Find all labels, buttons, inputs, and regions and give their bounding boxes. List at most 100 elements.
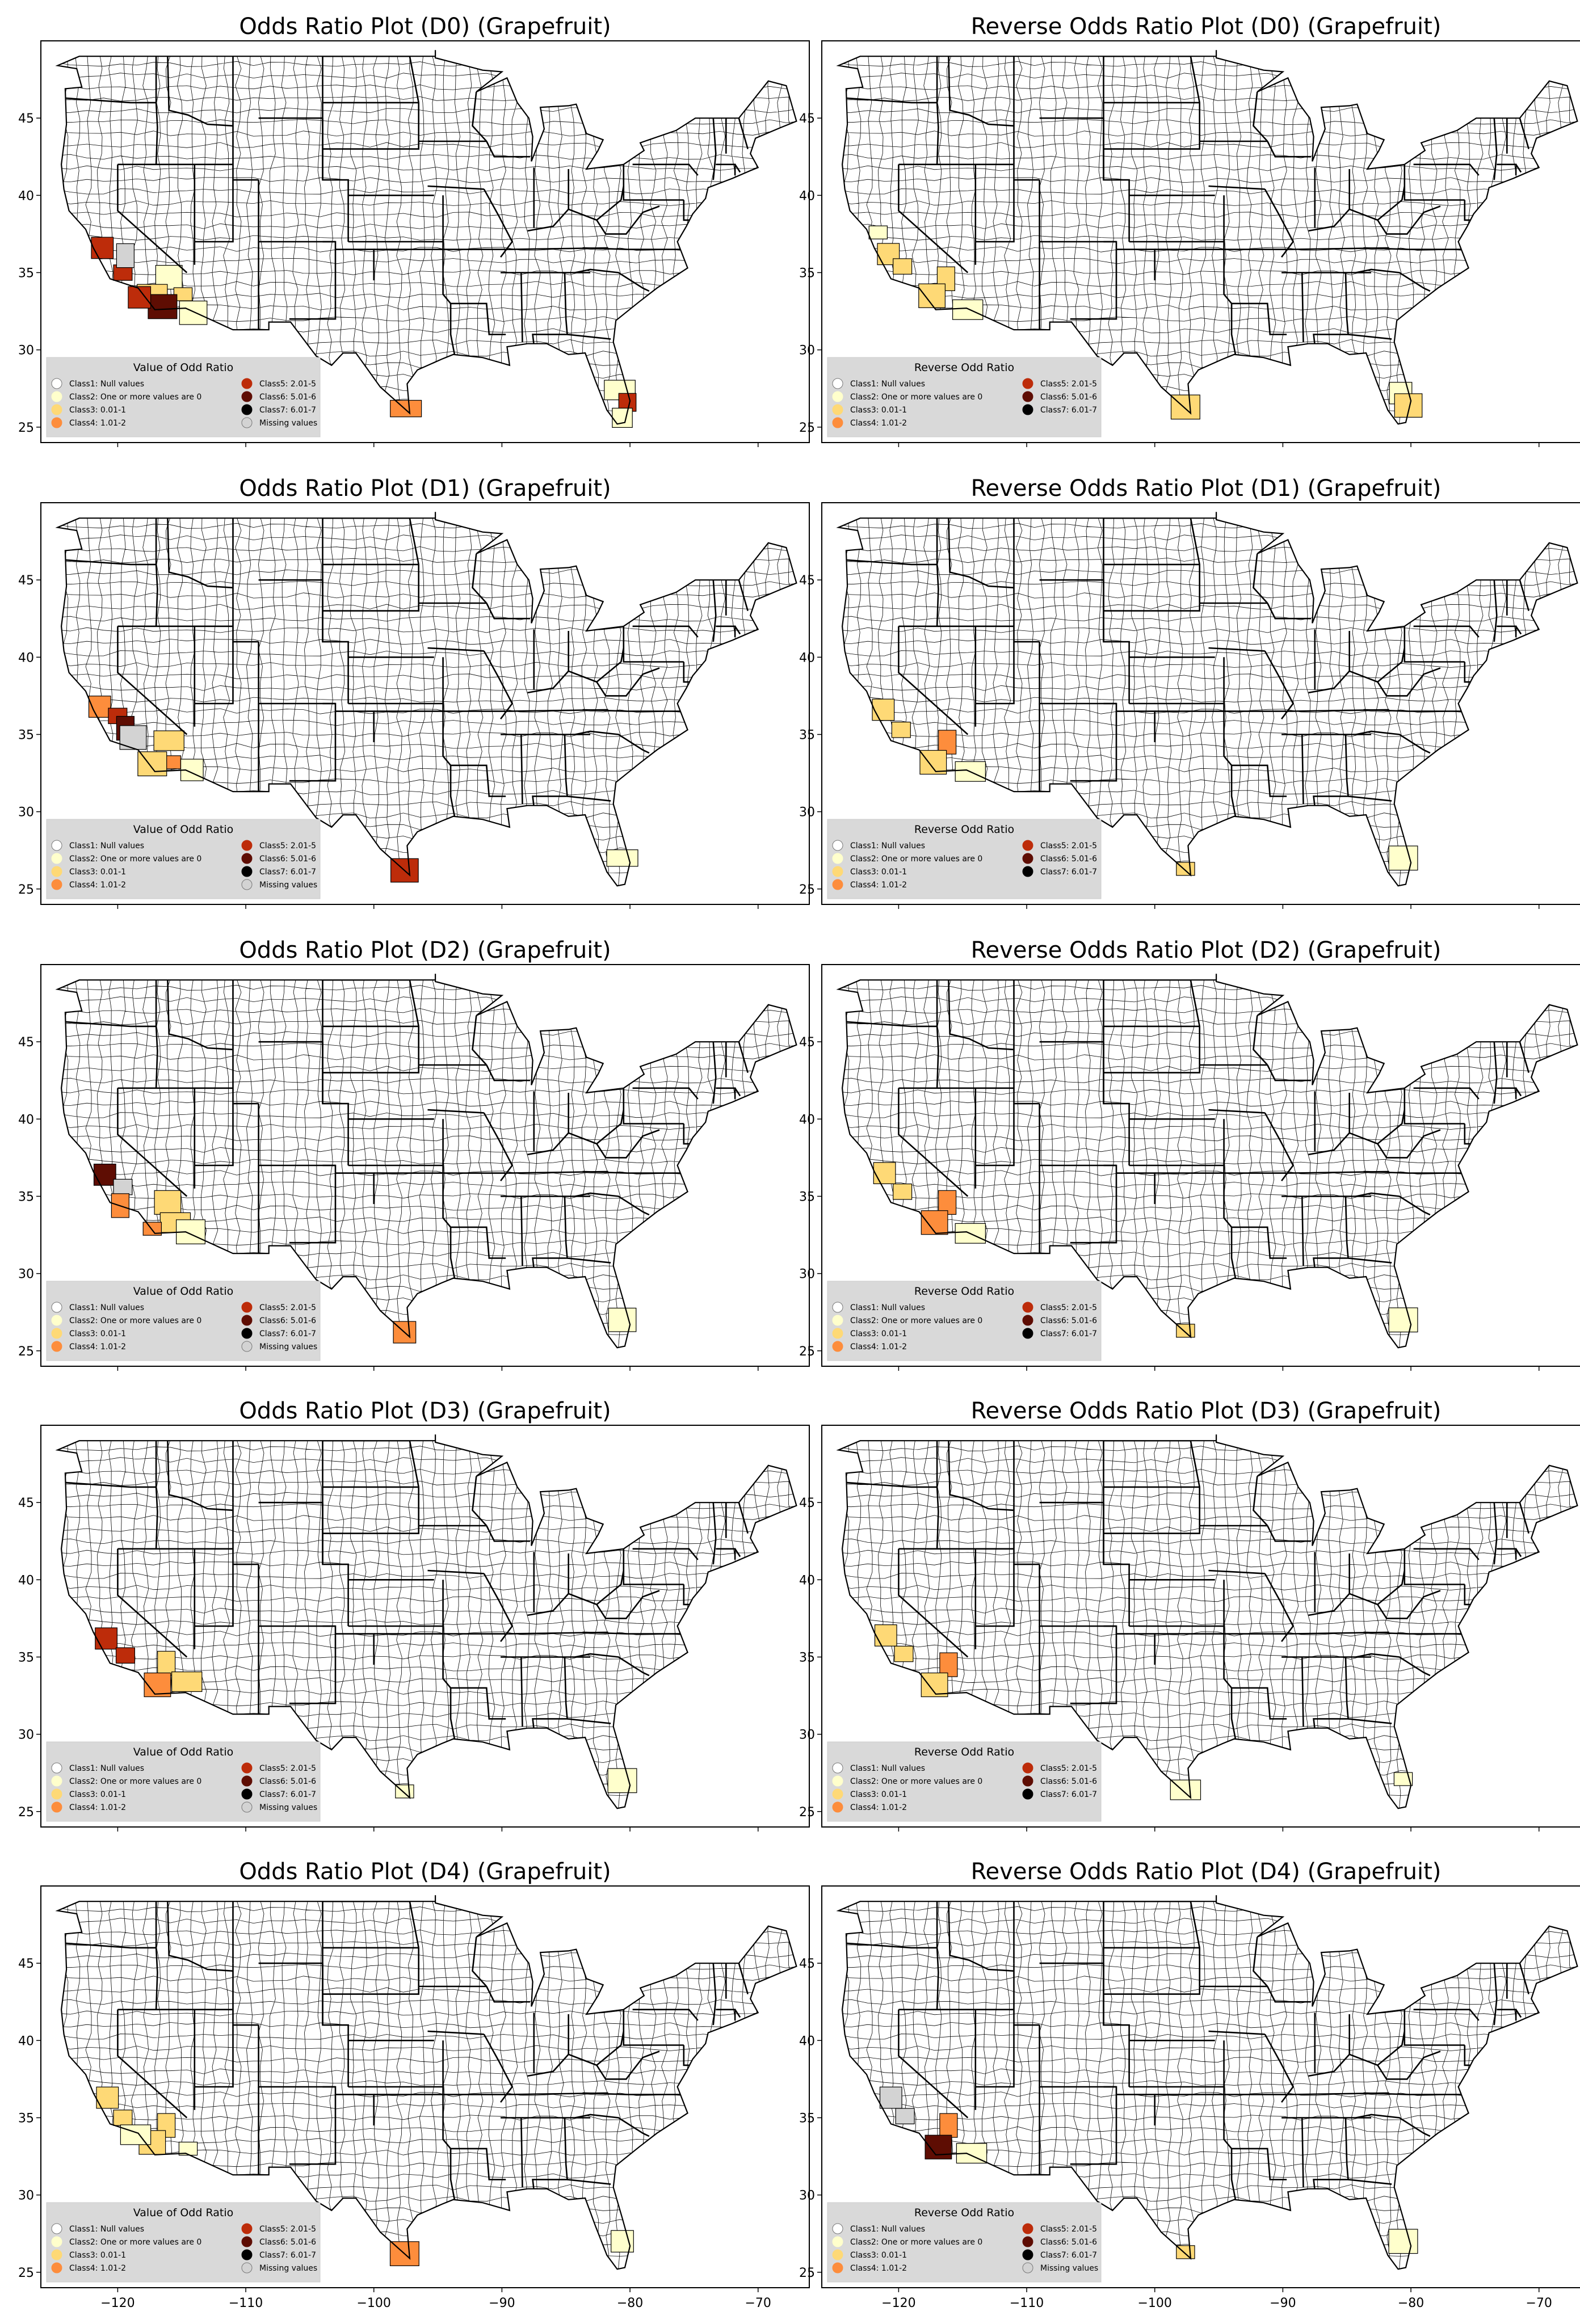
- lat-tick-label: 35: [18, 1651, 34, 1665]
- state-line: [623, 2009, 684, 2046]
- state-line: [520, 2117, 523, 2188]
- panel-title: Reverse Odds Ratio Plot (D4) (Grapefruit…: [971, 1859, 1442, 1885]
- lon-tick-label: −100: [357, 2296, 391, 2310]
- state-line: [1308, 670, 1378, 694]
- lat-tick-label: 30: [18, 806, 34, 820]
- legend-label: Class1: Null values: [69, 380, 144, 389]
- state-line: [975, 642, 1015, 705]
- state-line: [844, 97, 938, 104]
- lat-tick-label: 45: [799, 1035, 815, 1050]
- lat-tick-label: 45: [799, 1957, 815, 1971]
- state-line: [64, 1481, 157, 1488]
- state-line: [1253, 553, 1268, 604]
- legend: Value of Odd Ratio Class1: Null values Cla…: [46, 1281, 321, 1361]
- state-lines: [844, 517, 1529, 817]
- state-line: [936, 518, 939, 626]
- county-class2: [179, 300, 208, 325]
- state-line: [1039, 1564, 1116, 1627]
- legend-label: Missing values: [259, 1803, 317, 1812]
- map-panel: Reverse Odds Ratio Plot (D1) (Grapefruit…: [799, 475, 1580, 909]
- state-lines: [844, 1439, 1529, 1740]
- legend-label: Class2: One or more values are 0: [69, 854, 201, 864]
- lon-tick-label: −90: [1270, 2296, 1296, 2310]
- legend-label: Class3: 0.01-1: [850, 406, 907, 415]
- state-line: [322, 1441, 349, 1626]
- lat-tick-label: 35: [799, 1651, 815, 1665]
- county-class3: [873, 1162, 896, 1185]
- state-line: [1070, 2094, 1117, 2165]
- state-line: [844, 1021, 938, 1028]
- legend-label: Class6: 5.01-6: [259, 393, 316, 402]
- legend-label: Class2: One or more values are 0: [850, 2238, 982, 2247]
- legend-marker: [241, 417, 253, 428]
- state-line: [258, 2025, 335, 2088]
- us-land: [57, 512, 797, 886]
- legend-marker: [832, 840, 843, 851]
- lat-tick-label: 25: [799, 421, 815, 435]
- state-line: [1363, 247, 1464, 250]
- state-line: [1348, 1257, 1392, 1264]
- state-line: [1103, 1901, 1200, 1995]
- state-line: [567, 1718, 611, 1724]
- legend-label: Class2: One or more values are 0: [69, 1777, 201, 1786]
- state-line: [1348, 334, 1392, 340]
- state-line: [1223, 1119, 1233, 1228]
- legend-label: Class5: 2.01-5: [259, 1764, 316, 1773]
- legend-marker: [1022, 1775, 1033, 1787]
- lat-tick-label: 40: [18, 651, 34, 665]
- map-panel: Odds Ratio Plot (D1) (Grapefruit) 25 30 35 4…: [18, 475, 810, 909]
- state-line: [1103, 1441, 1130, 1626]
- state-line: [486, 141, 530, 158]
- state-line: [1103, 1901, 1130, 2087]
- state-line: [1376, 647, 1441, 697]
- legend-label: Class1: Null values: [850, 1303, 925, 1312]
- legend-label: Class2: One or more values are 0: [69, 393, 201, 402]
- state-line: [322, 518, 349, 704]
- county-missing: [895, 2108, 915, 2124]
- state-line: [844, 1481, 938, 1488]
- legend-marker: [1022, 2223, 1033, 2234]
- legend-marker: [832, 1315, 843, 1326]
- state-line: [1208, 1109, 1265, 1114]
- county-class3: [1394, 393, 1423, 418]
- us-outline: [55, 1434, 797, 1809]
- state-line: [1363, 2092, 1464, 2095]
- state-line: [738, 1041, 749, 1073]
- state-line: [1308, 208, 1378, 232]
- state-line: [486, 603, 530, 620]
- lat-tick-label: 40: [799, 2034, 815, 2048]
- state-line: [936, 56, 939, 165]
- state-line: [442, 1580, 452, 1689]
- lat-tick-label: 40: [799, 651, 815, 665]
- state-line: [117, 164, 188, 273]
- state-line: [632, 625, 699, 638]
- state-line: [1493, 118, 1498, 180]
- county-class2: [611, 2230, 634, 2253]
- legend-marker: [241, 391, 253, 402]
- panel-title: Reverse Odds Ratio Plot (D0) (Grapefruit…: [971, 14, 1442, 40]
- state-line: [1267, 141, 1311, 158]
- legend-marker: [51, 417, 62, 428]
- legend-box: [827, 1281, 1102, 1361]
- legend-marker: [1022, 1315, 1033, 1326]
- state-line: [1301, 272, 1304, 343]
- us-outline: [55, 50, 797, 425]
- state-line: [1363, 709, 1464, 712]
- state-line: [442, 2040, 452, 2149]
- legend-label: Class4: 1.01-2: [850, 881, 907, 890]
- legend-marker: [241, 2262, 253, 2274]
- state-line: [449, 765, 456, 817]
- class-regions: [868, 225, 1423, 420]
- map-panel: Odds Ratio Plot (D3) (Grapefruit) 25 30 35 4…: [18, 1398, 810, 1832]
- legend-marker: [1022, 1788, 1033, 1800]
- legend-marker: [51, 2223, 62, 2234]
- legend-label: Class7: 6.01-7: [1040, 2251, 1097, 2260]
- state-line: [194, 1104, 234, 1167]
- state-line: [1519, 1041, 1529, 1073]
- legend-title: Reverse Odd Ratio: [914, 2207, 1014, 2219]
- legend-label: Class5: 2.01-5: [1040, 380, 1097, 389]
- state-line: [117, 1548, 188, 1658]
- legend-label: Class1: Null values: [69, 841, 144, 851]
- county-class2: [178, 2141, 198, 2156]
- legend-title: Reverse Odd Ratio: [914, 1285, 1014, 1298]
